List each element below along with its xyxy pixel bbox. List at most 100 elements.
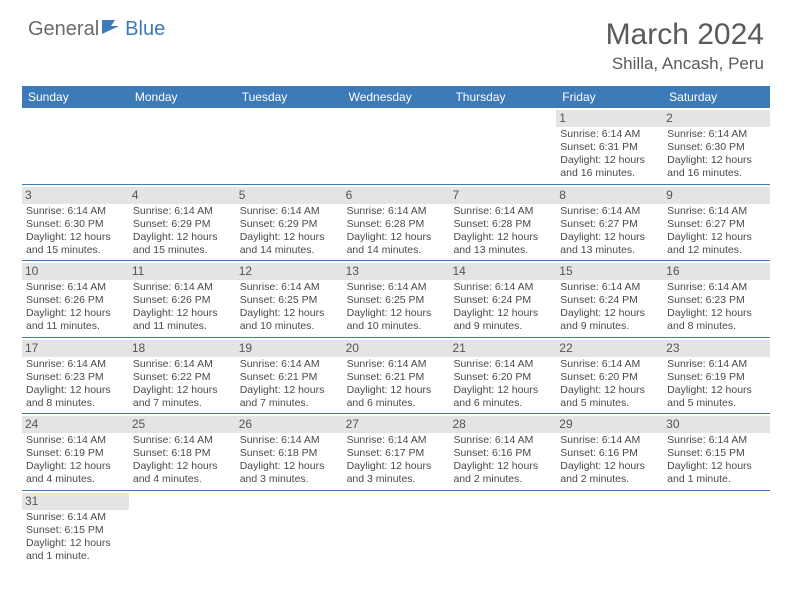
sunset-text: Sunset: 6:25 PM xyxy=(347,294,446,307)
page-title: March 2024 xyxy=(606,18,764,52)
day-number: 18 xyxy=(129,340,236,357)
sunrise-text: Sunrise: 6:14 AM xyxy=(133,281,232,294)
day-cell xyxy=(343,491,450,567)
day-number: 9 xyxy=(663,187,770,204)
sunrise-text: Sunrise: 6:14 AM xyxy=(347,281,446,294)
day-cell: 23Sunrise: 6:14 AMSunset: 6:19 PMDayligh… xyxy=(663,338,770,414)
day-number: 19 xyxy=(236,340,343,357)
day-cell: 12Sunrise: 6:14 AMSunset: 6:25 PMDayligh… xyxy=(236,261,343,337)
day-cell: 31Sunrise: 6:14 AMSunset: 6:15 PMDayligh… xyxy=(22,491,129,567)
sunrise-text: Sunrise: 6:14 AM xyxy=(560,434,659,447)
day-number: 12 xyxy=(236,263,343,280)
day-number: 24 xyxy=(22,416,129,433)
sunrise-text: Sunrise: 6:14 AM xyxy=(453,281,552,294)
calendar-body: 1Sunrise: 6:14 AMSunset: 6:31 PMDaylight… xyxy=(22,108,770,566)
title-block: March 2024 Shilla, Ancash, Peru xyxy=(606,18,764,74)
sunset-text: Sunset: 6:26 PM xyxy=(26,294,125,307)
sunrise-text: Sunrise: 6:14 AM xyxy=(133,358,232,371)
sunset-text: Sunset: 6:15 PM xyxy=(667,447,766,460)
sunset-text: Sunset: 6:24 PM xyxy=(560,294,659,307)
sunrise-text: Sunrise: 6:14 AM xyxy=(560,205,659,218)
day-number: 2 xyxy=(663,110,770,127)
day-cell: 21Sunrise: 6:14 AMSunset: 6:20 PMDayligh… xyxy=(449,338,556,414)
sunset-text: Sunset: 6:18 PM xyxy=(133,447,232,460)
sunset-text: Sunset: 6:16 PM xyxy=(560,447,659,460)
sunrise-text: Sunrise: 6:14 AM xyxy=(240,358,339,371)
week-row: 10Sunrise: 6:14 AMSunset: 6:26 PMDayligh… xyxy=(22,261,770,338)
sunrise-text: Sunrise: 6:14 AM xyxy=(240,281,339,294)
week-row: 24Sunrise: 6:14 AMSunset: 6:19 PMDayligh… xyxy=(22,414,770,491)
daylight-text: Daylight: 12 hours and 11 minutes. xyxy=(26,307,125,333)
daylight-text: Daylight: 12 hours and 12 minutes. xyxy=(667,231,766,257)
week-row: 1Sunrise: 6:14 AMSunset: 6:31 PMDaylight… xyxy=(22,108,770,185)
sunset-text: Sunset: 6:19 PM xyxy=(26,447,125,460)
daylight-text: Daylight: 12 hours and 3 minutes. xyxy=(240,460,339,486)
sunrise-text: Sunrise: 6:14 AM xyxy=(560,128,659,141)
daylight-text: Daylight: 12 hours and 14 minutes. xyxy=(347,231,446,257)
day-cell: 16Sunrise: 6:14 AMSunset: 6:23 PMDayligh… xyxy=(663,261,770,337)
sunset-text: Sunset: 6:16 PM xyxy=(453,447,552,460)
day-cell: 7Sunrise: 6:14 AMSunset: 6:28 PMDaylight… xyxy=(449,185,556,261)
day-number: 28 xyxy=(449,416,556,433)
sunset-text: Sunset: 6:21 PM xyxy=(240,371,339,384)
day-cell: 28Sunrise: 6:14 AMSunset: 6:16 PMDayligh… xyxy=(449,414,556,490)
day-number: 27 xyxy=(343,416,450,433)
day-number: 7 xyxy=(449,187,556,204)
sunset-text: Sunset: 6:22 PM xyxy=(133,371,232,384)
daylight-text: Daylight: 12 hours and 9 minutes. xyxy=(453,307,552,333)
flag-icon xyxy=(101,18,123,41)
week-row: 17Sunrise: 6:14 AMSunset: 6:23 PMDayligh… xyxy=(22,338,770,415)
sunset-text: Sunset: 6:28 PM xyxy=(347,218,446,231)
weekday-header: Saturday xyxy=(663,86,770,108)
daylight-text: Daylight: 12 hours and 1 minute. xyxy=(667,460,766,486)
day-cell xyxy=(236,491,343,567)
day-number: 4 xyxy=(129,187,236,204)
sunset-text: Sunset: 6:29 PM xyxy=(240,218,339,231)
weekday-header: Sunday xyxy=(22,86,129,108)
sunset-text: Sunset: 6:30 PM xyxy=(667,141,766,154)
weekday-header: Friday xyxy=(556,86,663,108)
weekday-header: Thursday xyxy=(449,86,556,108)
day-cell xyxy=(449,108,556,184)
daylight-text: Daylight: 12 hours and 1 minute. xyxy=(26,537,125,563)
sunrise-text: Sunrise: 6:14 AM xyxy=(26,358,125,371)
sunset-text: Sunset: 6:30 PM xyxy=(26,218,125,231)
day-number: 16 xyxy=(663,263,770,280)
sunset-text: Sunset: 6:23 PM xyxy=(26,371,125,384)
sunrise-text: Sunrise: 6:14 AM xyxy=(453,205,552,218)
sunset-text: Sunset: 6:19 PM xyxy=(667,371,766,384)
logo: General Blue xyxy=(28,18,165,41)
sunrise-text: Sunrise: 6:14 AM xyxy=(667,358,766,371)
daylight-text: Daylight: 12 hours and 2 minutes. xyxy=(453,460,552,486)
calendar: SundayMondayTuesdayWednesdayThursdayFrid… xyxy=(0,82,792,576)
week-row: 3Sunrise: 6:14 AMSunset: 6:30 PMDaylight… xyxy=(22,185,770,262)
day-number: 6 xyxy=(343,187,450,204)
daylight-text: Daylight: 12 hours and 8 minutes. xyxy=(667,307,766,333)
day-cell xyxy=(343,108,450,184)
sunrise-text: Sunrise: 6:14 AM xyxy=(240,434,339,447)
day-cell: 5Sunrise: 6:14 AMSunset: 6:29 PMDaylight… xyxy=(236,185,343,261)
daylight-text: Daylight: 12 hours and 5 minutes. xyxy=(667,384,766,410)
daylight-text: Daylight: 12 hours and 11 minutes. xyxy=(133,307,232,333)
day-cell: 8Sunrise: 6:14 AMSunset: 6:27 PMDaylight… xyxy=(556,185,663,261)
day-number: 15 xyxy=(556,263,663,280)
day-number: 25 xyxy=(129,416,236,433)
day-number: 5 xyxy=(236,187,343,204)
daylight-text: Daylight: 12 hours and 10 minutes. xyxy=(347,307,446,333)
daylight-text: Daylight: 12 hours and 15 minutes. xyxy=(133,231,232,257)
day-cell: 4Sunrise: 6:14 AMSunset: 6:29 PMDaylight… xyxy=(129,185,236,261)
daylight-text: Daylight: 12 hours and 7 minutes. xyxy=(133,384,232,410)
sunset-text: Sunset: 6:25 PM xyxy=(240,294,339,307)
day-number: 14 xyxy=(449,263,556,280)
sunrise-text: Sunrise: 6:14 AM xyxy=(453,434,552,447)
day-cell: 24Sunrise: 6:14 AMSunset: 6:19 PMDayligh… xyxy=(22,414,129,490)
sunrise-text: Sunrise: 6:14 AM xyxy=(240,205,339,218)
weekday-header: Monday xyxy=(129,86,236,108)
header: General Blue March 2024 Shilla, Ancash, … xyxy=(0,0,792,82)
daylight-text: Daylight: 12 hours and 4 minutes. xyxy=(133,460,232,486)
day-cell: 29Sunrise: 6:14 AMSunset: 6:16 PMDayligh… xyxy=(556,414,663,490)
sunrise-text: Sunrise: 6:14 AM xyxy=(347,205,446,218)
sunrise-text: Sunrise: 6:14 AM xyxy=(26,434,125,447)
sunset-text: Sunset: 6:15 PM xyxy=(26,524,125,537)
day-cell: 22Sunrise: 6:14 AMSunset: 6:20 PMDayligh… xyxy=(556,338,663,414)
